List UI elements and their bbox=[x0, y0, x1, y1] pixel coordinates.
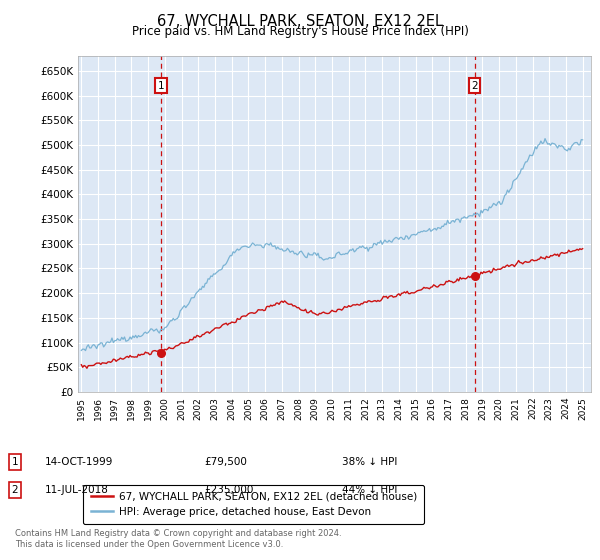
Text: 1: 1 bbox=[158, 81, 164, 91]
Text: 14-OCT-1999: 14-OCT-1999 bbox=[45, 457, 113, 467]
Text: 44% ↓ HPI: 44% ↓ HPI bbox=[342, 485, 397, 495]
Text: 11-JUL-2018: 11-JUL-2018 bbox=[45, 485, 109, 495]
Text: £79,500: £79,500 bbox=[204, 457, 247, 467]
Text: 67, WYCHALL PARK, SEATON, EX12 2EL: 67, WYCHALL PARK, SEATON, EX12 2EL bbox=[157, 14, 443, 29]
Legend: 67, WYCHALL PARK, SEATON, EX12 2EL (detached house), HPI: Average price, detache: 67, WYCHALL PARK, SEATON, EX12 2EL (deta… bbox=[83, 484, 424, 524]
Text: 1: 1 bbox=[11, 457, 19, 467]
Text: 2: 2 bbox=[471, 81, 478, 91]
Text: Price paid vs. HM Land Registry's House Price Index (HPI): Price paid vs. HM Land Registry's House … bbox=[131, 25, 469, 38]
Text: 2: 2 bbox=[11, 485, 19, 495]
Text: Contains HM Land Registry data © Crown copyright and database right 2024.
This d: Contains HM Land Registry data © Crown c… bbox=[15, 529, 341, 549]
Text: 38% ↓ HPI: 38% ↓ HPI bbox=[342, 457, 397, 467]
Text: £235,000: £235,000 bbox=[204, 485, 253, 495]
